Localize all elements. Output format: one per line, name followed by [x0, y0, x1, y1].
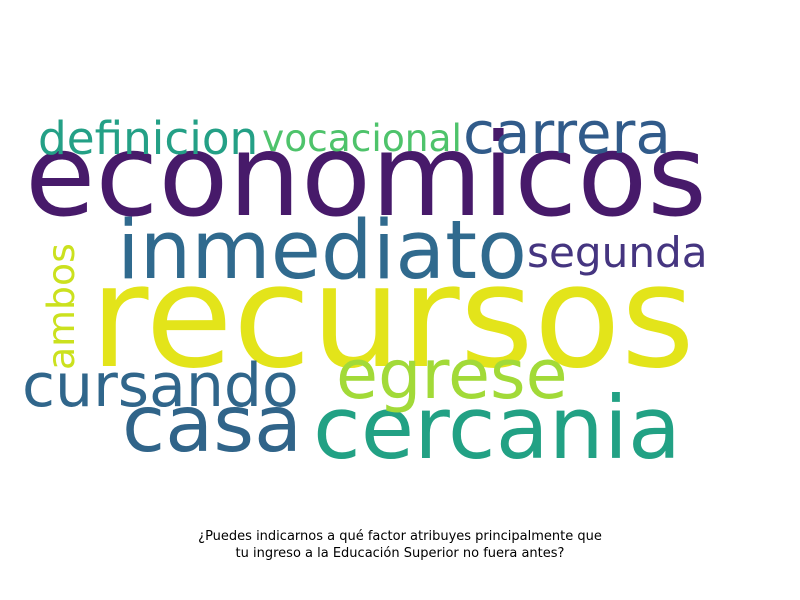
- word-definicion: definicion: [38, 111, 259, 165]
- word-vocacional: vocacional: [262, 115, 462, 160]
- word-recursos: recursos: [90, 234, 695, 401]
- caption-line-1: ¿Puedes indicarnos a qué factor atribuye…: [198, 529, 602, 544]
- word-carrera: carrera: [463, 98, 671, 167]
- word-inmediato: inmediato: [117, 203, 527, 299]
- caption-line-2: tu ingreso a la Educación Superior no fu…: [235, 546, 565, 561]
- word-egrese: egrese: [336, 336, 568, 416]
- caption: ¿Puedes indicarnos a qué factor atribuye…: [150, 528, 650, 562]
- word-economicos: economicos: [25, 109, 707, 243]
- word-segunda: segunda: [527, 228, 708, 278]
- word-ambos: ambos: [38, 243, 83, 370]
- word-cursando: cursando: [22, 351, 299, 422]
- word-casa: casa: [122, 379, 303, 471]
- word-cercania: cercania: [313, 378, 682, 480]
